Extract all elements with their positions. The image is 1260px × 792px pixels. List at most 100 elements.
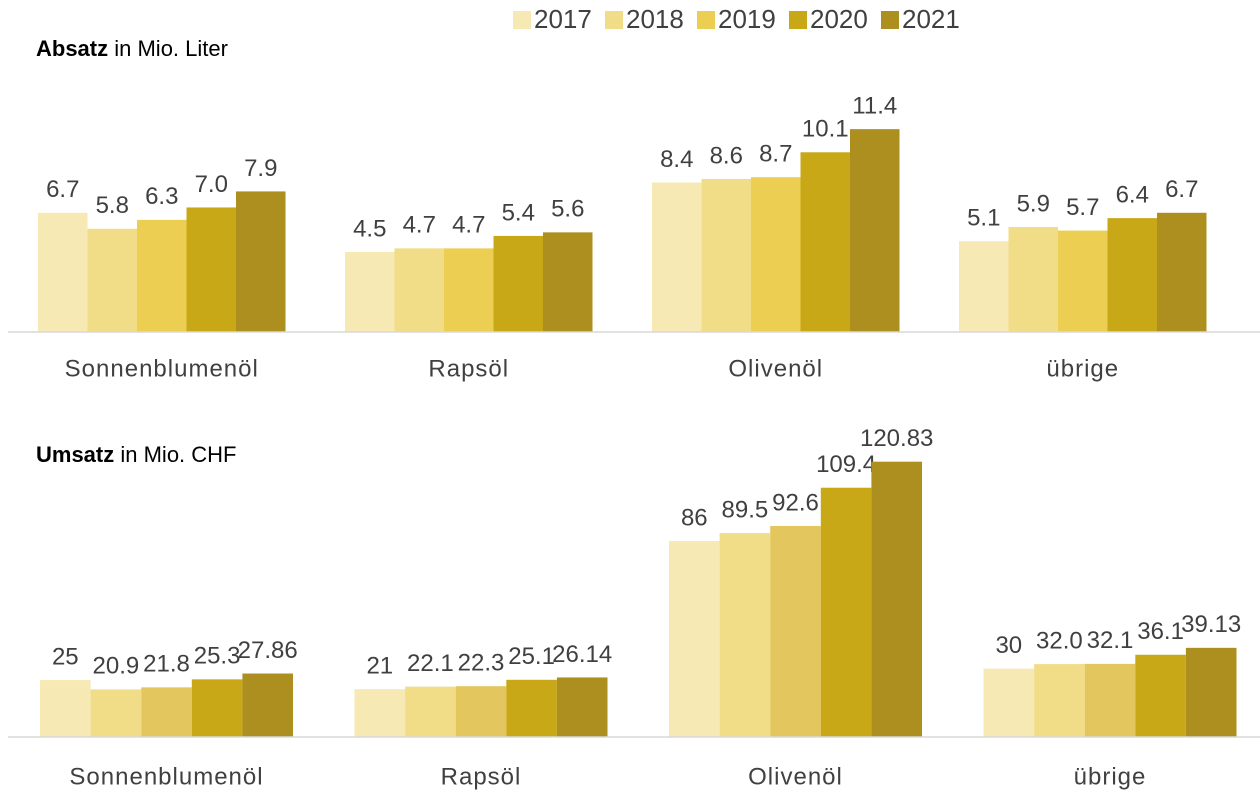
bar	[669, 541, 720, 737]
value-label: 30	[995, 632, 1022, 659]
bar	[345, 251, 395, 332]
value-label: 21	[366, 652, 393, 679]
value-label: 120.83	[860, 425, 933, 452]
x-tick-label: übrige	[1046, 355, 1119, 382]
bar	[493, 235, 543, 332]
value-label: 8.7	[759, 141, 792, 168]
bar	[40, 680, 91, 737]
value-label: 39.13	[1181, 611, 1241, 638]
legend-swatch	[605, 11, 623, 29]
value-label: 21.8	[143, 651, 190, 678]
value-label: 7.0	[195, 171, 228, 198]
bar	[1084, 663, 1136, 737]
value-label: 4.7	[403, 212, 436, 239]
value-label: 32.0	[1036, 627, 1083, 654]
value-label: 89.5	[722, 496, 769, 523]
bar	[983, 668, 1035, 737]
bar	[1034, 664, 1085, 737]
title: in Mio. Liter	[114, 36, 228, 61]
bar	[90, 689, 142, 737]
bar	[1135, 654, 1186, 737]
value-label: 26.14	[552, 641, 612, 668]
value-label: 109.4	[816, 451, 876, 478]
bar	[506, 679, 557, 737]
bar	[38, 212, 88, 332]
bar	[186, 207, 236, 332]
value-label: 86	[681, 504, 708, 531]
x-tick-label: Olivenöl	[728, 355, 823, 382]
value-label: 5.7	[1066, 194, 1099, 221]
legend-label: 2018	[626, 4, 684, 34]
bar	[1185, 647, 1237, 737]
chart-title: Absatz in Mio. Liter	[36, 36, 228, 61]
value-label: 5.4	[502, 199, 535, 226]
bar	[770, 526, 821, 737]
value-label: 25	[52, 643, 79, 670]
bar	[1058, 230, 1108, 332]
bar	[455, 686, 507, 737]
value-label: 27.86	[238, 637, 298, 664]
title: in Mio. CHF	[120, 442, 236, 467]
bar	[820, 487, 872, 737]
value-label: 92.6	[772, 489, 819, 516]
bar	[444, 248, 494, 332]
value-label: 5.9	[1017, 190, 1050, 217]
bar	[191, 679, 243, 737]
value-label: 5.6	[551, 196, 584, 223]
value-label: 25.1	[508, 643, 555, 670]
bar	[405, 686, 456, 737]
value-label: 4.5	[353, 215, 386, 242]
legend-label: 2021	[902, 4, 960, 34]
legend-label: 2017	[534, 4, 592, 34]
x-tick-label: Sonnenblumenöl	[69, 763, 263, 790]
value-label: 6.7	[46, 176, 79, 203]
legend-swatch	[789, 11, 807, 29]
bar	[959, 241, 1009, 332]
bar	[1107, 218, 1157, 332]
bar	[701, 178, 751, 332]
bar	[800, 152, 850, 332]
bar	[556, 677, 608, 737]
x-tick-label: Rapsöl	[441, 763, 522, 790]
value-label: 32.1	[1087, 627, 1134, 654]
value-label: 22.1	[407, 650, 454, 677]
bar	[87, 228, 137, 332]
legend-swatch	[513, 11, 531, 29]
value-label: 7.9	[244, 155, 277, 182]
bar	[850, 129, 900, 332]
legend-label: 2019	[718, 4, 776, 34]
value-label: 36.1	[1137, 618, 1184, 645]
bar	[1157, 212, 1207, 332]
bar	[137, 219, 187, 332]
bar	[242, 673, 293, 737]
value-label: 25.3	[194, 643, 241, 670]
value-label: 6.7	[1165, 176, 1198, 203]
value-label: 4.7	[452, 212, 485, 239]
value-label: 8.4	[660, 146, 693, 173]
legend-swatch	[697, 11, 715, 29]
value-label: 8.6	[710, 142, 743, 169]
legend-swatch	[881, 11, 899, 29]
bar	[141, 687, 192, 737]
legend-label: 2020	[810, 4, 868, 34]
value-label: 6.3	[145, 183, 178, 210]
bar	[394, 248, 444, 332]
x-tick-label: Rapsöl	[428, 355, 509, 382]
bar	[1008, 227, 1058, 332]
bar	[751, 177, 801, 332]
bar	[236, 191, 286, 332]
title-bold: Umsatz	[36, 442, 114, 467]
chart-title: Umsatz in Mio. CHF	[36, 442, 237, 467]
x-tick-label: Sonnenblumenöl	[65, 355, 259, 382]
value-label: 5.8	[96, 192, 129, 219]
bar	[719, 533, 771, 737]
title-bold: Absatz	[36, 36, 108, 61]
value-label: 5.1	[967, 205, 1000, 232]
bar	[652, 182, 702, 332]
value-label: 6.4	[1116, 181, 1149, 208]
x-tick-label: übrige	[1074, 763, 1147, 790]
value-label: 22.3	[458, 650, 505, 677]
bar	[354, 689, 406, 737]
